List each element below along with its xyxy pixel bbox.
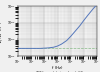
Legend: IEEE lines, Inductance formula (LF): IEEE lines, Inductance formula (LF) — [31, 70, 84, 72]
Y-axis label: $Z_i$ ($\Omega\cdot$m$^{-1}$): $Z_i$ ($\Omega\cdot$m$^{-1}$) — [0, 19, 6, 42]
X-axis label: f (Hz): f (Hz) — [52, 66, 63, 70]
